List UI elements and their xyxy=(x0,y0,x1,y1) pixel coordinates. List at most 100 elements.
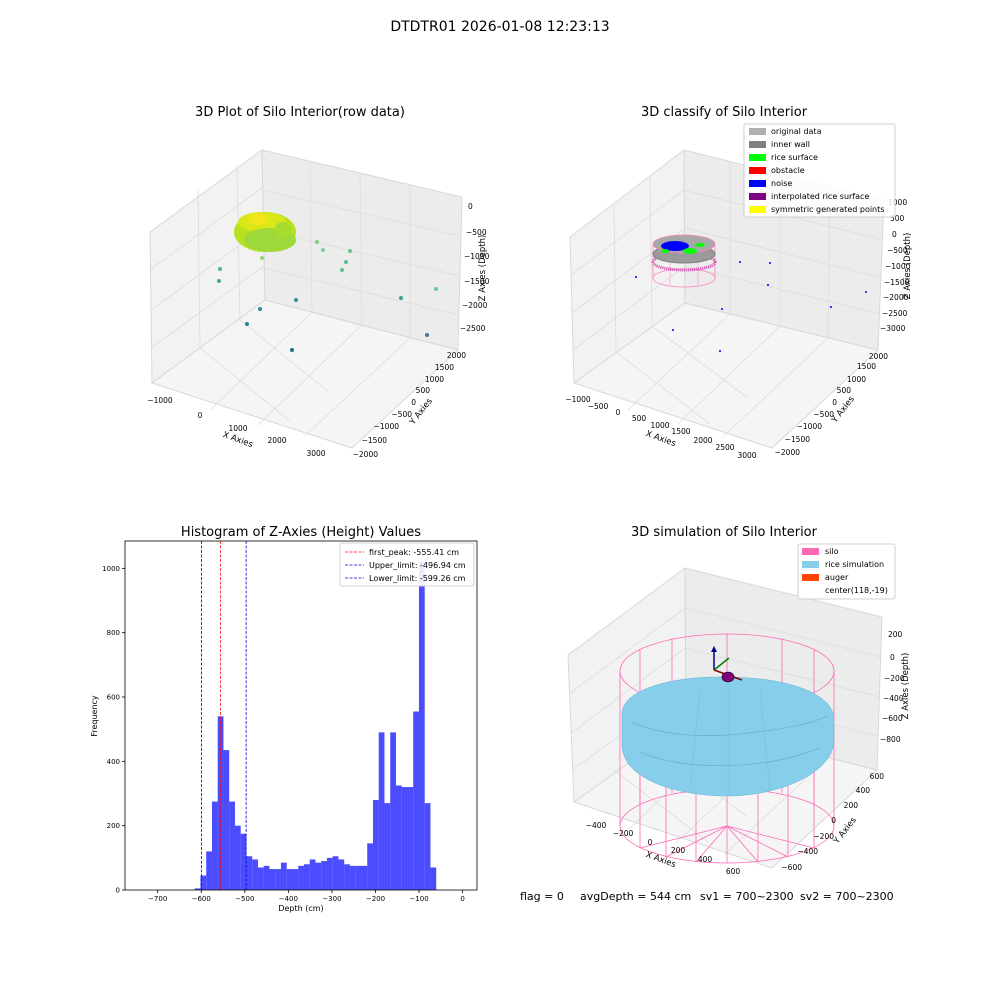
sim-ztick: 0 xyxy=(890,653,895,662)
raw-ytick: 1000 xyxy=(425,375,444,384)
hist-xtick-label: −500 xyxy=(235,895,254,903)
classify-xtick: −500 xyxy=(588,402,609,411)
hist-bar xyxy=(372,799,379,890)
legend-swatch xyxy=(749,141,766,148)
classify-title: 3D classify of Silo Interior xyxy=(641,105,808,120)
raw-xtick: 3000 xyxy=(306,449,325,458)
legend-swatch xyxy=(749,180,766,187)
auger-marker xyxy=(721,671,735,683)
hist-xlabel: Depth (cm) xyxy=(278,904,323,913)
classify-ztick: −2000 xyxy=(883,293,909,302)
raw-ytick: −1500 xyxy=(362,436,388,445)
hist-bar xyxy=(430,867,437,890)
classify-xtick: 1500 xyxy=(671,427,690,436)
hist-bar xyxy=(223,750,230,890)
legend-label: rice surface xyxy=(771,153,818,162)
classify-ytick: −1500 xyxy=(785,435,811,444)
hist-xtick-label: −300 xyxy=(322,895,341,903)
legend-label: original data xyxy=(771,127,822,136)
classify-ytick: 1000 xyxy=(847,375,866,384)
panel-classify-3d: 3D classify of Silo Interior −1000 −500 … xyxy=(565,105,913,460)
raw-outlier-points xyxy=(217,240,438,352)
hist-bar xyxy=(286,869,293,890)
raw-xtick: 2000 xyxy=(267,436,286,445)
raw-ztick: −1500 xyxy=(464,277,490,286)
hist-bar xyxy=(252,859,258,890)
classify-ytick: −500 xyxy=(813,410,834,419)
sv1-text: sv1 = 700~2300 xyxy=(700,890,794,903)
hist-bar xyxy=(229,801,235,890)
sim-xtick: −400 xyxy=(586,821,607,830)
hist-bar xyxy=(194,888,201,890)
panel-histogram: Histogram of Z-Axies (Height) Values −70… xyxy=(90,525,478,913)
legend-swatch xyxy=(802,561,819,568)
legend-label: center(118,-19) xyxy=(825,586,888,595)
raw-ztick: −1000 xyxy=(464,252,490,261)
hist-bar xyxy=(355,865,362,890)
classify-ztick: −1000 xyxy=(885,262,911,271)
hist-bar xyxy=(384,803,391,890)
hist-bar xyxy=(211,801,218,890)
hist-bar xyxy=(240,833,247,890)
hist-ytick-label: 800 xyxy=(107,629,120,637)
raw-zlabel: Z Axies (Depth) xyxy=(478,235,488,302)
sim-title: 3D simulation of Silo Interior xyxy=(631,525,818,540)
hist-bar xyxy=(407,787,414,890)
raw-grid xyxy=(149,161,461,437)
classify-ytick: −1000 xyxy=(797,422,823,431)
classify-xtick: 500 xyxy=(632,414,647,423)
hist-bar xyxy=(326,857,333,890)
legend-label: auger xyxy=(825,573,849,582)
classify-grid xyxy=(570,162,884,437)
hist-bar xyxy=(413,711,419,890)
hist-bar xyxy=(234,825,241,890)
classify-zlabel: Z Axies (Depth) xyxy=(903,233,913,300)
raw-ztick: −2500 xyxy=(460,324,486,333)
sim-xtick: 200 xyxy=(671,846,686,855)
sim-ztick: −400 xyxy=(883,694,904,703)
sim-xtick: 0 xyxy=(648,838,653,847)
sim-ytick: 0 xyxy=(831,816,836,825)
sim-ztick: 200 xyxy=(888,630,903,639)
classify-ztick: −500 xyxy=(887,246,908,255)
panel-raw-3d: 3D Plot of Silo Interior(row data) −1000… xyxy=(147,105,489,459)
classify-xtick: 2500 xyxy=(715,443,734,452)
hist-bars xyxy=(194,561,437,890)
sim-ztick: −600 xyxy=(882,714,903,723)
hist-xtick-label: −400 xyxy=(279,895,298,903)
avg-depth-text: avgDepth = 544 cm xyxy=(580,890,691,903)
sim-ytick: 200 xyxy=(844,801,859,810)
classify-xtick: −1000 xyxy=(565,395,591,404)
classify-xtick: 0 xyxy=(616,408,621,417)
raw-xtick: −1000 xyxy=(147,396,173,405)
raw-xtick: 0 xyxy=(198,411,203,420)
hist-bar xyxy=(263,865,270,890)
classify-xtick: 3000 xyxy=(737,451,756,460)
hist-legend: first_peak: -555.41 cm Upper_limit: -496… xyxy=(339,542,475,587)
legend-swatch xyxy=(749,128,766,135)
sim-legend: silo rice simulation auger center(118,-1… xyxy=(797,543,896,600)
legend-swatch xyxy=(802,574,819,581)
hist-bar xyxy=(390,732,396,890)
hist-bar xyxy=(200,875,207,890)
legend-label: silo xyxy=(825,547,839,556)
legend-label: Upper_limit: -496.94 cm xyxy=(369,561,466,570)
classify-ytick: −2000 xyxy=(775,448,801,457)
hist-bar xyxy=(206,851,212,890)
hist-bar xyxy=(298,865,304,890)
legend-swatch xyxy=(749,167,766,174)
raw-ztick: −2000 xyxy=(462,301,488,310)
classify-noise-points xyxy=(635,261,867,352)
legend-swatch xyxy=(749,154,766,161)
hist-ytick-label: 0 xyxy=(116,887,120,895)
hist-ytick-label: 1000 xyxy=(102,565,120,573)
legend-label: inner wall xyxy=(771,140,810,149)
hist-xticks: −700 −600 −500 −400 −300 −200 −100 0 xyxy=(148,890,465,903)
raw-point-cloud xyxy=(234,212,296,252)
hist-bar xyxy=(367,843,373,890)
sim-ytick: 400 xyxy=(856,786,871,795)
sim-ytick: 600 xyxy=(870,772,885,781)
classify-silo-cylinder xyxy=(651,234,717,288)
sim-xtick: 600 xyxy=(726,867,741,876)
